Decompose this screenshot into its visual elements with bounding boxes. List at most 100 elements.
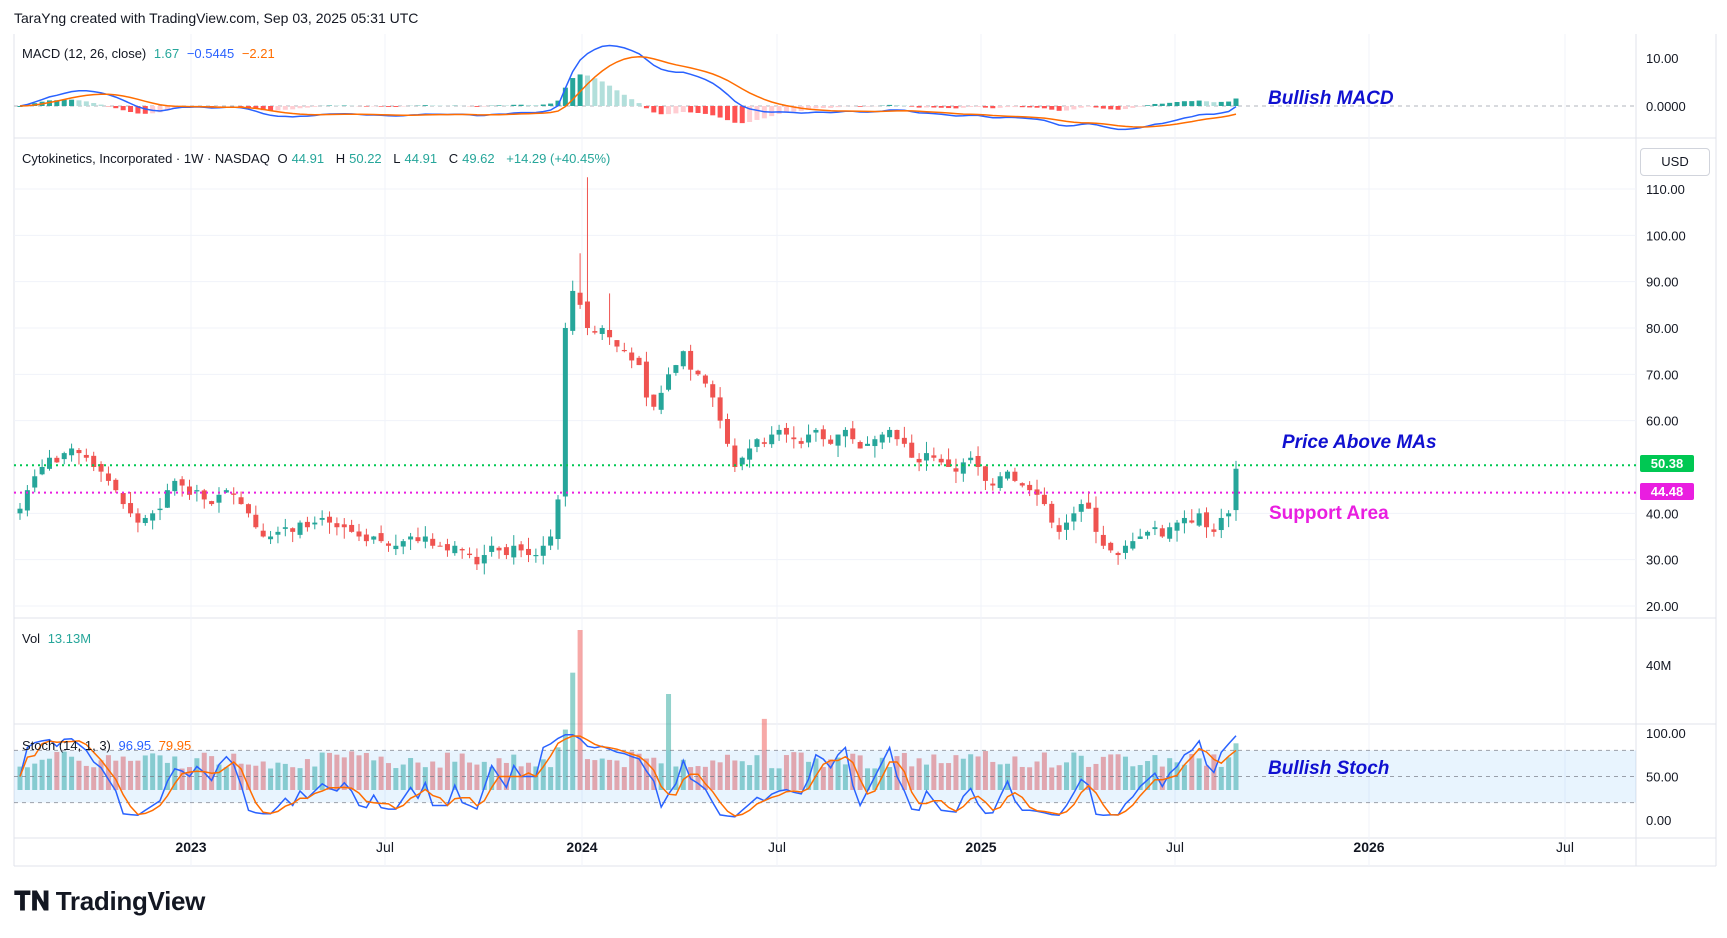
candle-body [268,536,274,540]
volume-bar [680,759,686,790]
volume-bar [1189,753,1195,790]
price-badge-support: 44.48 [1640,483,1694,500]
candle-body [444,544,450,551]
candle-body [1167,527,1173,539]
volume-bar [658,763,664,790]
candle-body [688,350,694,370]
candle-body [32,476,38,488]
volume-bar [327,752,333,790]
candle-body [982,466,988,481]
candle-body [894,429,900,440]
annotation-bullish-stoch: Bullish Stoch [1268,758,1390,779]
candle-body [393,545,399,550]
volume-bar [290,767,296,790]
macd-histogram-bar [1108,106,1114,110]
macd-histogram-bar [1189,101,1195,106]
candle-body [658,392,664,410]
volume-bar [879,757,885,790]
volume-bar [865,768,871,790]
candle-body [931,455,937,458]
candle-body [813,429,819,433]
stoch-d-line [19,735,1237,817]
volume-bar [341,757,347,790]
volume-bar [518,766,524,790]
volume-bar [422,767,428,790]
volume-bar [172,756,178,790]
macd-histogram-bar [828,106,834,108]
volume-bar [511,754,517,790]
price-pane [14,177,1636,575]
stoch-k-value: 96.95 [118,738,152,753]
candle-body [98,464,104,472]
volume-bar [1086,766,1092,790]
ohlc-low-label: L [393,151,401,166]
volume-bar [69,756,75,790]
macd-signal-line [19,55,1237,128]
ohlc-close-label: C [448,151,459,166]
volume-bar [783,755,789,790]
candle-body [150,513,156,521]
volume-bar [739,761,745,790]
volume-bar [61,751,67,790]
macd-histogram-bar [61,99,67,106]
volume-bar [747,765,753,790]
currency-button[interactable]: USD [1640,148,1710,176]
volume-bar [761,718,767,790]
volume-bar [990,761,996,790]
annotation-support-area: Support Area [1269,503,1389,524]
volume-bar [437,767,443,790]
candle-body [1122,545,1128,553]
volume-bar [636,753,642,790]
volume-bar [732,760,738,790]
macd-histogram-bar [1122,106,1128,110]
macd-histogram-bar [791,106,797,112]
macd-histogram-bar [732,106,738,123]
volume-bar [791,752,797,790]
candle-body [1086,502,1092,509]
macd-histogram-bar [1041,106,1047,109]
candle-body [481,555,487,564]
candle-body [1078,504,1084,512]
candle-body [806,434,812,443]
macd-histogram-bar [83,101,89,106]
candle-body [518,544,524,551]
macd-histogram-bar [245,106,251,108]
volume-bar [555,747,561,790]
volume-bar [798,752,804,790]
ohlc-low-value: 44.91 [404,151,438,166]
candle-body [526,548,532,556]
candle-body [724,418,730,444]
stoch-d-value: 79.95 [158,738,192,753]
candle-body [1145,531,1151,536]
volume-bar [1071,752,1077,790]
tradingview-logo[interactable]: 𝐓𝐍 TradingView [14,886,205,918]
macd-histogram-bar [982,106,988,108]
volume-bar [1115,754,1121,790]
macd-histogram-bar [806,106,812,110]
macd-histogram-bar [98,104,104,106]
volume-bar [385,763,391,790]
volume-bar [894,756,900,790]
volume-bar [1196,758,1202,790]
macd-histogram-bar [1093,106,1099,108]
candle-body [842,429,848,437]
candle-body [209,501,215,505]
volume-bar [1122,756,1128,790]
volume-bar [150,753,156,790]
candle-body [968,457,974,461]
candle-body [238,497,244,505]
candle-body [430,538,436,546]
candle-body [105,473,111,481]
macd-pane [14,44,1636,131]
candle-body [953,468,959,472]
candle-body [1233,468,1239,511]
macd-histogram-bar [938,106,944,108]
stoch-tick-label: 100.00 [1646,726,1686,741]
candle-body [621,349,627,352]
candle-body [378,533,384,542]
volume-tick-label: 40M [1646,658,1671,673]
volume-bar [1012,756,1018,790]
candle-body [879,434,885,443]
candle-body [231,493,237,495]
candle-body [17,508,23,514]
